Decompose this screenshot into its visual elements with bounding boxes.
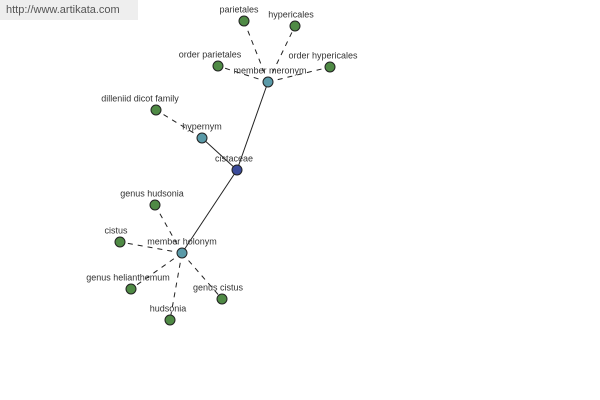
dashed-edge (119, 241, 183, 254)
edge (181, 169, 238, 254)
dashed-edge (217, 65, 269, 83)
node[interactable] (238, 15, 250, 27)
watermark[interactable]: http://www.artikata.com (0, 0, 138, 20)
node[interactable] (125, 283, 137, 295)
node-label: cistaceae (215, 153, 253, 163)
node-label: order hypericales (288, 50, 358, 60)
node-label: genus cistus (193, 282, 244, 292)
node-label: genus hudsonia (120, 188, 184, 198)
node-label: parietales (219, 4, 259, 14)
node[interactable] (176, 247, 188, 259)
node[interactable] (196, 132, 208, 144)
node-label: hypernym (182, 121, 222, 131)
dashed-edge (130, 252, 183, 290)
node-label: hudsonia (150, 303, 187, 313)
edge (236, 81, 269, 171)
dashed-edge (267, 25, 296, 83)
node-label: genus helianthemum (86, 272, 170, 282)
node[interactable] (212, 60, 224, 72)
node[interactable] (216, 293, 228, 305)
dashed-edge (181, 252, 223, 300)
node[interactable] (289, 20, 301, 32)
dashed-edge (169, 252, 183, 321)
node-label: member holonym (147, 236, 217, 246)
dashed-edge (155, 109, 203, 139)
edge (201, 137, 238, 171)
node-label: order parietales (179, 49, 242, 59)
node[interactable] (262, 76, 274, 88)
node[interactable] (231, 164, 243, 176)
node-label: hypericales (268, 9, 314, 19)
node-label: member meronym (233, 65, 306, 75)
node-label: dilleniid dicot family (101, 93, 179, 103)
node[interactable] (324, 61, 336, 73)
node[interactable] (149, 199, 161, 211)
node[interactable] (114, 236, 126, 248)
node-label: cistus (104, 225, 128, 235)
node[interactable] (150, 104, 162, 116)
dashed-edge (267, 66, 331, 83)
dashed-edge (243, 20, 269, 83)
node[interactable] (164, 314, 176, 326)
